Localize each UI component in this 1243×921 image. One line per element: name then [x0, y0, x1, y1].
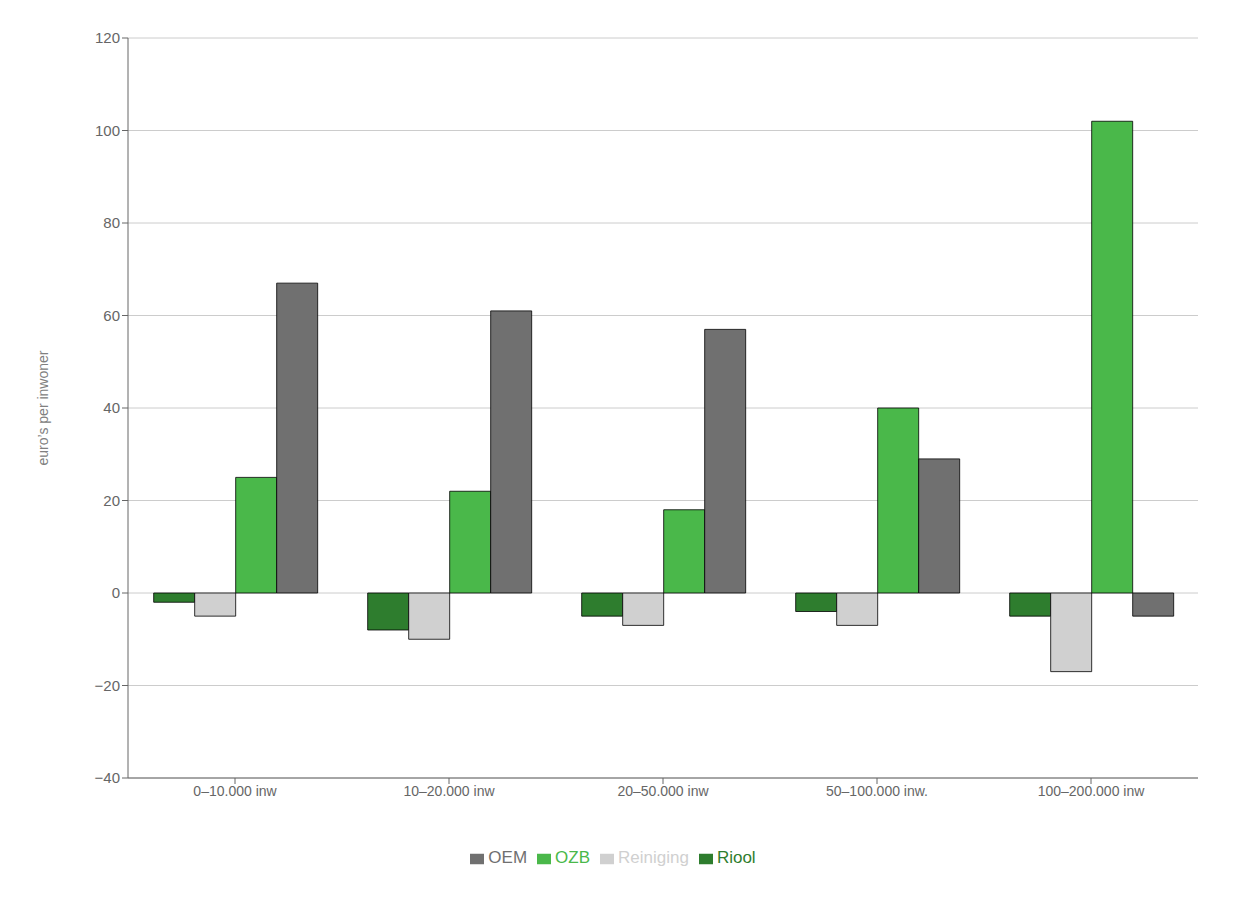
svg-text:0: 0	[112, 584, 120, 601]
svg-text:10–20.000 inw: 10–20.000 inw	[403, 783, 495, 799]
svg-text:euro’s per inwoner: euro’s per inwoner	[35, 350, 51, 465]
svg-text:−40: −40	[95, 769, 120, 786]
html-text:Riool: Riool	[716, 848, 756, 867]
svg-text:0–10.000 inw: 0–10.000 inw	[193, 783, 277, 799]
svg-text:60: 60	[103, 307, 120, 324]
svg-text:40: 40	[103, 399, 120, 416]
svg-text:100: 100	[95, 122, 120, 139]
svg-text:120: 120	[95, 29, 120, 46]
svg-text:20: 20	[103, 492, 120, 509]
svg-text:50–100.000 inw.: 50–100.000 inw.	[826, 783, 928, 799]
svg-text:80: 80	[103, 214, 120, 231]
svg-text:20–50.000 inw: 20–50.000 inw	[617, 783, 709, 799]
html-text:OZB: OZB	[555, 848, 590, 867]
svg-text:100–200.000 inw: 100–200.000 inw	[1038, 783, 1146, 799]
html-text:Reiniging: Reiniging	[618, 848, 689, 867]
html-text:OEM: OEM	[488, 848, 528, 867]
svg-text:−20: −20	[95, 677, 120, 694]
